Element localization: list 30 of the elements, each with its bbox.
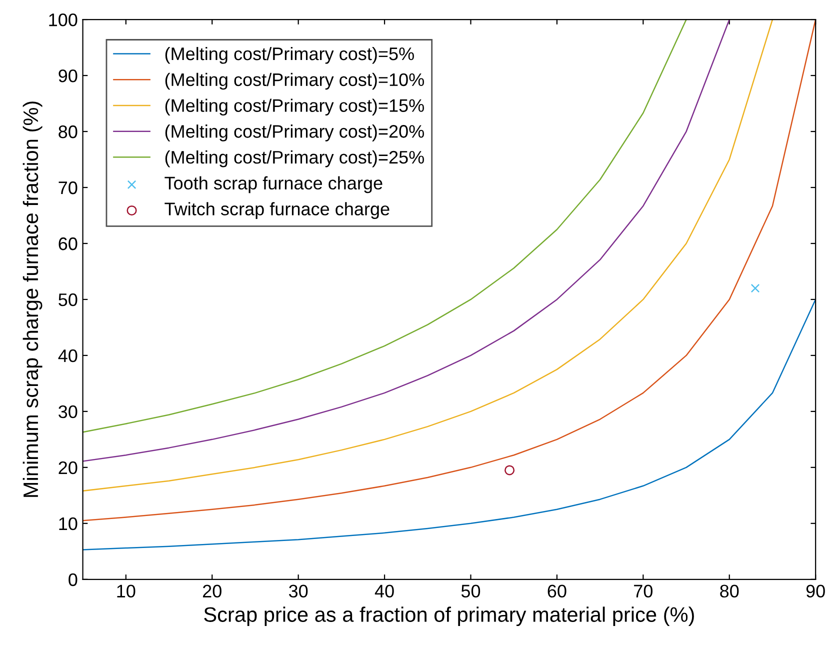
line-series (82, 298, 816, 550)
y-tick-label: 80 (58, 125, 78, 138)
legend-label: Twitch scrap furnace charge (164, 202, 390, 219)
legend-label: (Melting cost/Primary cost)=20% (165, 124, 424, 142)
y-axis-title: Minimum scrap charge furnace fraction (%) (22, 102, 42, 497)
x-tick-label: 60 (548, 584, 566, 598)
legend-label: (Melting cost/Primary cost)=25% (165, 150, 424, 168)
legend-label: (Melting cost/Primary cost)=10% (165, 72, 424, 90)
y-tick-label: 30 (58, 405, 78, 418)
x-tick-label: 50 (461, 584, 480, 598)
y-tick-label: 20 (58, 461, 78, 474)
x-tick-label: 70 (634, 584, 652, 598)
y-tick-label: 90 (58, 69, 78, 82)
legend-label: (Melting cost/Primary cost)=15% (165, 98, 424, 116)
y-tick-label: 60 (58, 237, 78, 250)
x-tick-label: 10 (117, 584, 136, 598)
x-axis-title: Scrap price as a fraction of primary material price (%) (204, 606, 694, 626)
y-tick-label: 0 (68, 573, 78, 586)
legend-label: (Melting cost/Primary cost)=5% (165, 46, 414, 64)
y-tick-label: 50 (58, 293, 78, 306)
x-tick-label: 30 (288, 584, 308, 598)
y-tick-label: 70 (58, 181, 78, 194)
x-tick-label: 80 (720, 584, 739, 598)
x-tick-label: 40 (374, 584, 394, 598)
y-tick-label: 100 (49, 13, 78, 26)
legend-label: Tooth scrap furnace charge (164, 176, 382, 194)
y-tick-label: 40 (58, 349, 78, 362)
x-tick-label: 90 (806, 584, 825, 598)
y-tick-label: 10 (59, 517, 78, 530)
x-tick-label: 20 (202, 584, 222, 598)
